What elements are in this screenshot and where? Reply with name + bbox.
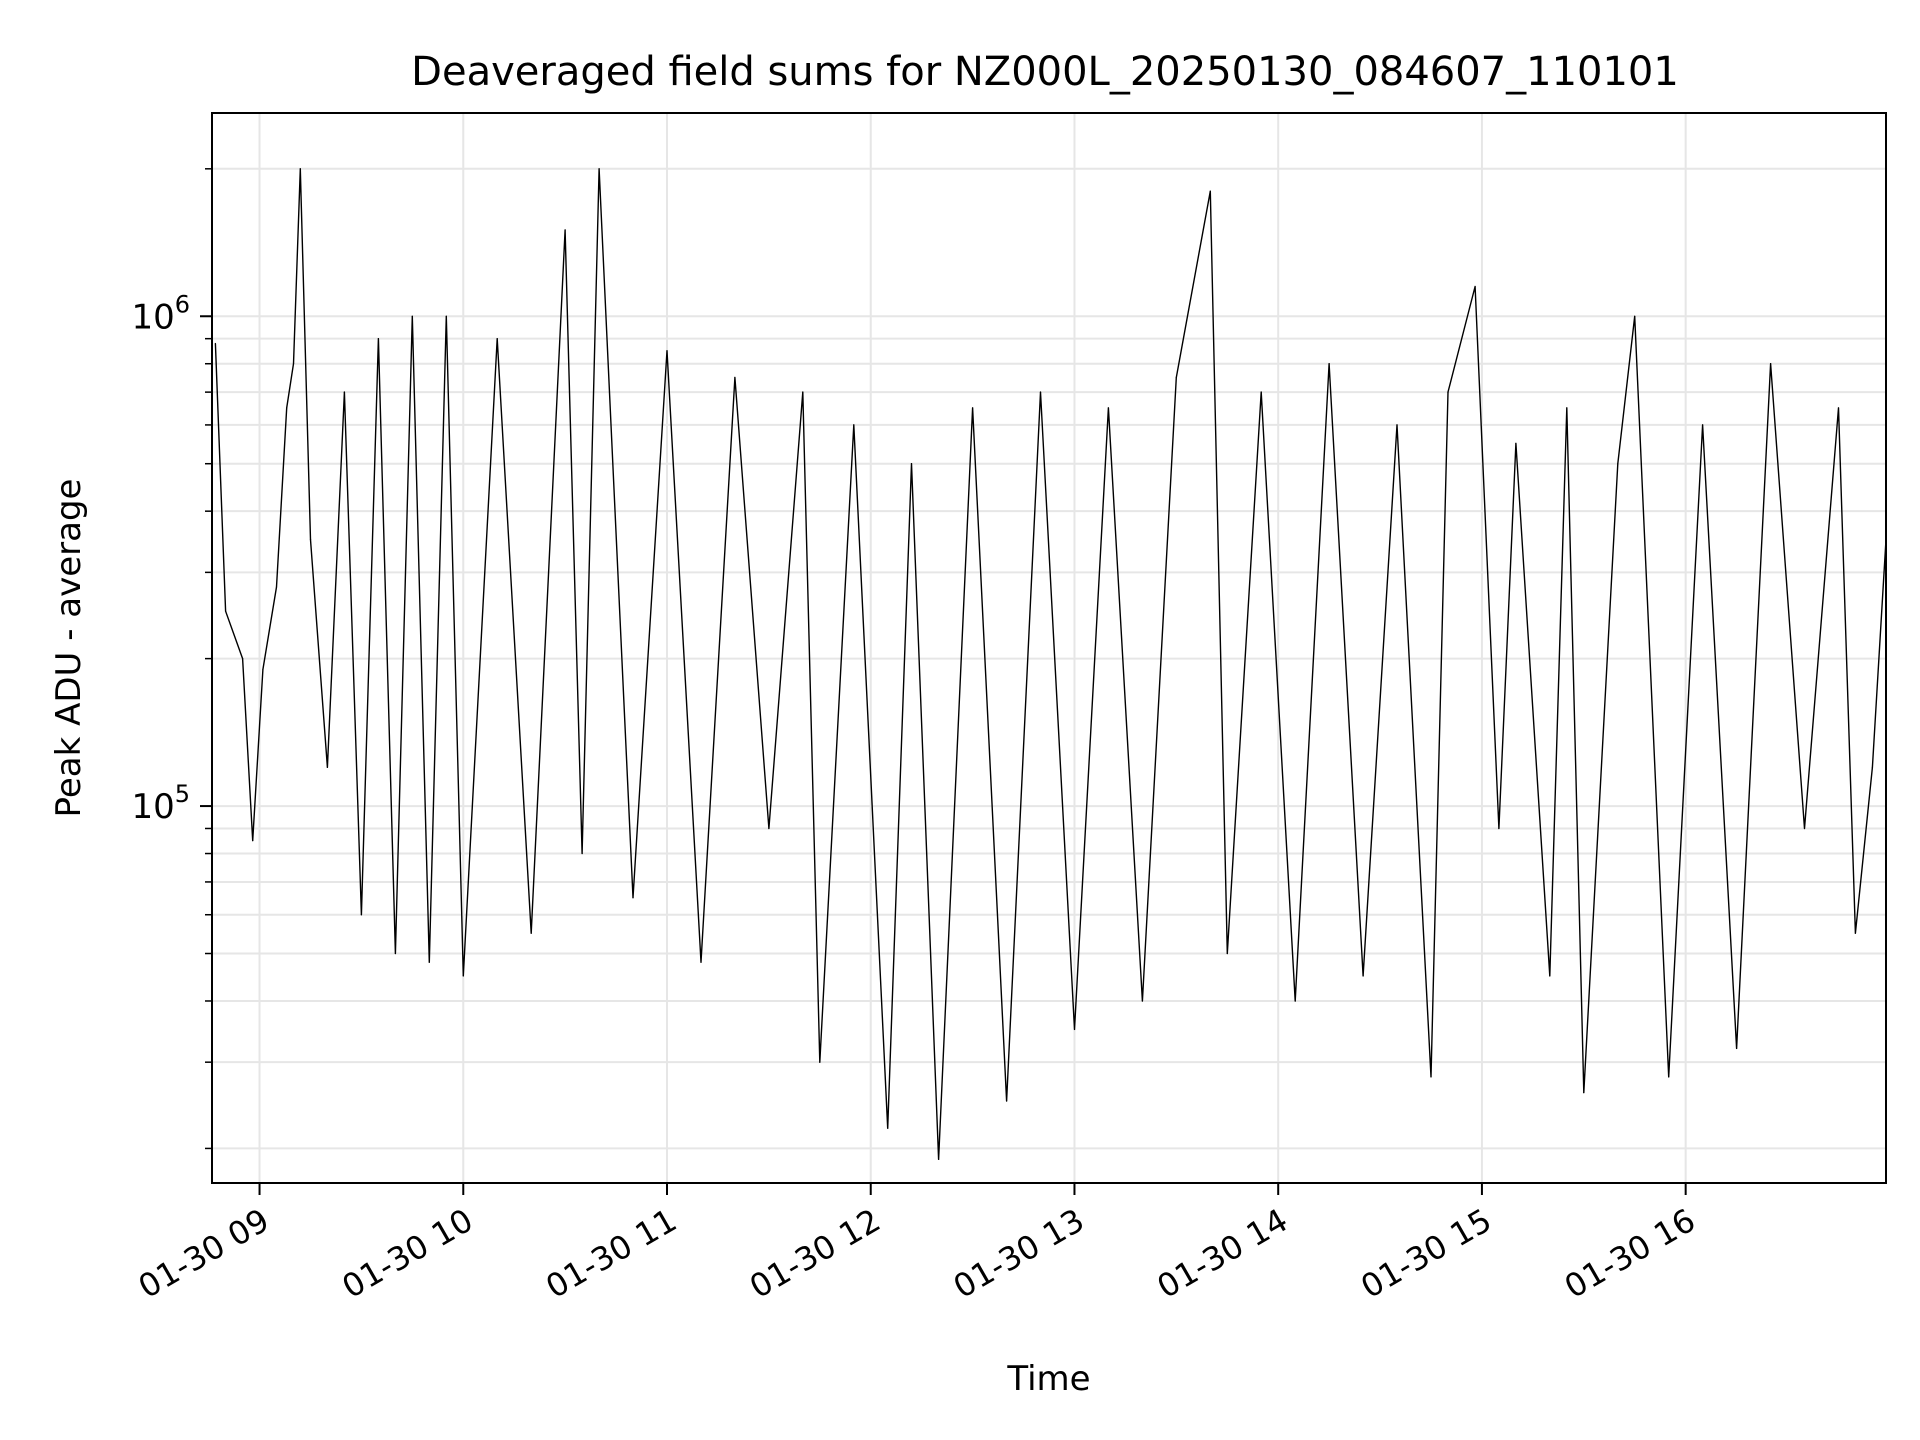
data-point <box>1702 424 1704 426</box>
data-point <box>1226 952 1228 955</box>
x-tick-label: 01-30 16 <box>1558 1201 1702 1306</box>
x-tick-label: 01-30 13 <box>947 1201 1091 1306</box>
data-point <box>1073 1028 1076 1030</box>
x-tick-label: 01-30 11 <box>539 1201 683 1306</box>
data-point <box>1039 391 1042 393</box>
x-tick-label: 01-30 14 <box>1151 1201 1295 1306</box>
data-point <box>286 407 288 409</box>
data-point <box>462 975 464 977</box>
data-point <box>242 658 244 660</box>
data-point <box>700 961 702 963</box>
data-point <box>1328 363 1330 365</box>
data-point <box>1837 407 1840 409</box>
data-point <box>496 338 498 340</box>
data-point <box>1854 932 1856 934</box>
data-point <box>411 315 413 317</box>
data-point <box>910 463 913 465</box>
data-point <box>564 229 566 231</box>
data-point <box>225 610 227 612</box>
data-point <box>632 897 634 899</box>
data-point <box>428 961 430 963</box>
data-point <box>853 424 855 426</box>
data-point <box>1566 407 1568 409</box>
x-tick-label: 01-30 15 <box>1354 1201 1498 1306</box>
data-point <box>819 1061 821 1063</box>
data-point <box>299 168 301 170</box>
data-point <box>326 766 328 768</box>
data-point <box>1447 391 1449 393</box>
y-tick-label: 106 <box>131 290 190 337</box>
data-point <box>802 391 804 393</box>
y-ticks-layer: 105 106 <box>131 168 212 1150</box>
data-point <box>1583 1092 1585 1094</box>
data-point <box>1871 766 1873 768</box>
x-ticks-layer: 01-30 09 01-30 10 01-30 11 01-30 12 01-30 13… <box>132 1183 1702 1306</box>
data-point <box>1474 285 1476 288</box>
data-point <box>1498 827 1500 830</box>
data-point <box>1803 827 1806 830</box>
data-point <box>343 391 345 393</box>
y-axis-label: Peak ADU - average <box>49 479 89 818</box>
data-point <box>252 840 254 842</box>
data-point <box>666 350 668 352</box>
data-point <box>292 363 295 365</box>
data-point <box>1770 363 1772 365</box>
data-point <box>598 168 600 170</box>
data-point <box>734 376 736 379</box>
x-tick-label: 01-30 09 <box>132 1201 276 1306</box>
data-point <box>394 952 396 955</box>
data-point <box>309 539 312 541</box>
x-axis-label: Time <box>1006 1359 1090 1399</box>
data-point <box>1617 463 1619 465</box>
data-point <box>887 1127 889 1129</box>
data-point <box>445 315 447 317</box>
data-point <box>1549 975 1551 977</box>
x-tick-label: 01-30 12 <box>743 1201 887 1306</box>
data-point <box>1141 1000 1143 1002</box>
data-point <box>1294 1000 1296 1002</box>
chart-title: Deaveraged field sums for NZ000L_2025013… <box>411 49 1679 95</box>
data-point <box>1668 1076 1670 1078</box>
data-point <box>214 342 216 345</box>
y-tick-label: 105 <box>131 780 190 827</box>
data-point <box>1430 1076 1432 1078</box>
data-point <box>972 407 974 409</box>
data-series-line <box>214 168 1887 1161</box>
data-point <box>1260 391 1262 393</box>
data-point <box>377 338 379 340</box>
data-point <box>768 827 770 830</box>
plot-frame <box>211 112 1887 1184</box>
data-point <box>1175 376 1177 379</box>
data-point <box>938 1158 940 1160</box>
data-point <box>275 586 278 588</box>
x-tick-label: 01-30 10 <box>336 1201 480 1306</box>
data-point <box>1396 424 1398 426</box>
data-point <box>581 852 583 855</box>
grid-layer <box>212 113 1886 1183</box>
data-point <box>1736 1047 1738 1049</box>
data-point <box>1515 442 1517 444</box>
data-point <box>360 914 362 916</box>
data-point <box>262 668 264 671</box>
data-point <box>1006 1100 1008 1102</box>
data-point <box>1634 315 1636 317</box>
data-point <box>1107 407 1109 409</box>
data-point <box>1209 190 1211 192</box>
data-point <box>1362 975 1364 977</box>
data-point <box>530 932 532 934</box>
